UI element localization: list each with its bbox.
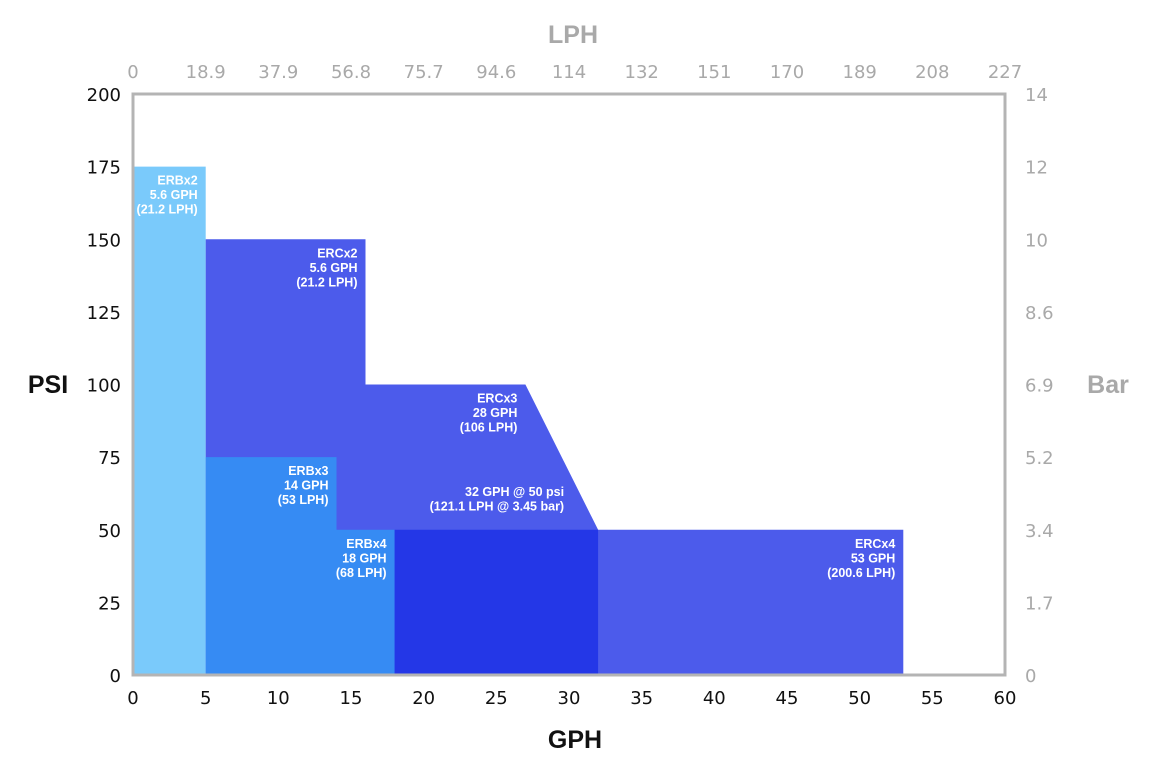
region-labels: ERBx2 5.6 GPH (21.2 LPH)ERCx2 5.6 GPH (21.2 …	[137, 174, 896, 580]
x2-tick-label: 132	[625, 62, 659, 83]
y2-axis-title: Bar	[1087, 371, 1129, 399]
y2-tick-label: 0	[1025, 666, 1036, 687]
x2-axis-title: LPH	[548, 21, 598, 49]
x-tick-label: 20	[412, 688, 435, 709]
y-tick-label: 0	[110, 666, 121, 687]
x2-tick-label: 189	[843, 62, 877, 83]
label-erbx4-line: (68 LPH)	[336, 566, 387, 580]
x2-tick-label: 151	[697, 62, 731, 83]
region-erbx4	[336, 529, 395, 675]
y-tick-label: 175	[87, 158, 121, 179]
x-tick-label: 25	[485, 688, 508, 709]
x-tick-label: 55	[921, 688, 944, 709]
x2-tick-label: 37.9	[258, 62, 298, 83]
x2-tick-label: 94.6	[476, 62, 516, 83]
x2-tick-label: 75.7	[404, 62, 444, 83]
x2-tick-label: 208	[915, 62, 949, 83]
x-tick-label: 40	[703, 688, 726, 709]
y-tick-label: 100	[87, 376, 121, 397]
y-tick-label: 125	[87, 303, 121, 324]
y2-tick-label: 3.4	[1025, 521, 1054, 542]
x-tick-label: 35	[630, 688, 653, 709]
label-erbx3: ERBx3 14 GPH (53 LPH)	[278, 464, 329, 507]
label-ercx3-line: 28 GPH	[473, 406, 517, 420]
x-tick-label: 60	[994, 688, 1017, 709]
x-tick-label: 50	[848, 688, 871, 709]
x-tick-label: 45	[776, 688, 799, 709]
y2-tick-label: 5.2	[1025, 448, 1054, 469]
label-erbx2-line: ERBx2	[157, 174, 197, 188]
region-ercx4	[394, 529, 904, 675]
x2-tick-label: 0	[127, 62, 138, 83]
y2-tick-label: 8.6	[1025, 303, 1054, 324]
x2-tick-label: 227	[988, 62, 1022, 83]
x-tick-label: 10	[267, 688, 290, 709]
label-ercx3-line: ERCx3	[477, 392, 517, 406]
y-tick-label: 25	[98, 593, 121, 614]
x-axis-title: GPH	[548, 726, 602, 754]
y-tick-label: 50	[98, 521, 121, 542]
x2-tick-label: 170	[770, 62, 804, 83]
axis-ticks: 0 5 10 15 20 25 30 35 40 45 50 55 60 0 18.9 37.9 56.8 75.…	[87, 62, 1054, 709]
x2-tick-label: 18.9	[186, 62, 226, 83]
label-ercx2-line: 5.6 GPH	[310, 261, 358, 275]
x2-tick-label: 56.8	[331, 62, 371, 83]
annotation: 32 GPH @ 50 psi (121.1 LPH @ 3.45 bar)	[430, 485, 564, 514]
label-erbx4: ERBx4 18 GPH (68 LPH)	[336, 537, 387, 580]
x-tick-label: 0	[127, 688, 138, 709]
y2-tick-label: 14	[1025, 85, 1048, 106]
label-ercx3: ERCx3 28 GPH (106 LPH)	[460, 392, 518, 435]
region-erbx2	[133, 166, 206, 675]
label-erbx2-line: 5.6 GPH	[150, 188, 198, 202]
label-erbx4-line: ERBx4	[346, 537, 386, 551]
label-ercx4-line: (200.6 LPH)	[827, 566, 895, 580]
y2-tick-label: 6.9	[1025, 376, 1054, 397]
annotation-line: (121.1 LPH @ 3.45 bar)	[430, 499, 564, 513]
y-tick-label: 200	[87, 85, 121, 106]
y2-tick-label: 12	[1025, 158, 1048, 179]
label-ercx2-line: ERCx2	[317, 246, 357, 260]
label-erbx4-line: 18 GPH	[342, 551, 386, 565]
y-axis-title: PSI	[28, 371, 68, 399]
label-ercx2-line: (21.2 LPH)	[296, 275, 357, 289]
y-tick-label: 75	[98, 448, 121, 469]
label-erbx3-line: ERBx3	[288, 464, 328, 478]
y2-tick-label: 10	[1025, 230, 1048, 251]
plot-frame	[131, 92, 1007, 677]
x2-tick-label: 114	[552, 62, 586, 83]
x-tick-label: 30	[558, 688, 581, 709]
label-ercx4-line: ERCx4	[855, 537, 895, 551]
y-tick-label: 150	[87, 230, 121, 251]
label-ercx3-line: (106 LPH)	[460, 421, 518, 435]
x-tick-label: 5	[200, 688, 211, 709]
region-erbx3	[205, 457, 337, 675]
label-erbx3-line: 14 GPH	[284, 479, 328, 493]
y2-tick-label: 1.7	[1025, 593, 1054, 614]
x-tick-label: 15	[340, 688, 363, 709]
label-erbx3-line: (53 LPH)	[278, 493, 329, 507]
label-erbx2-line: (21.2 LPH)	[137, 203, 198, 217]
label-ercx4-line: 53 GPH	[851, 551, 895, 565]
label-ercx2: ERCx2 5.6 GPH (21.2 LPH)	[296, 246, 357, 289]
label-erbx2: ERBx2 5.6 GPH (21.2 LPH)	[137, 174, 198, 217]
label-ercx4: ERCx4 53 GPH (200.6 LPH)	[827, 537, 895, 580]
region-fills	[133, 166, 904, 676]
annotation-line: 32 GPH @ 50 psi	[465, 485, 564, 499]
